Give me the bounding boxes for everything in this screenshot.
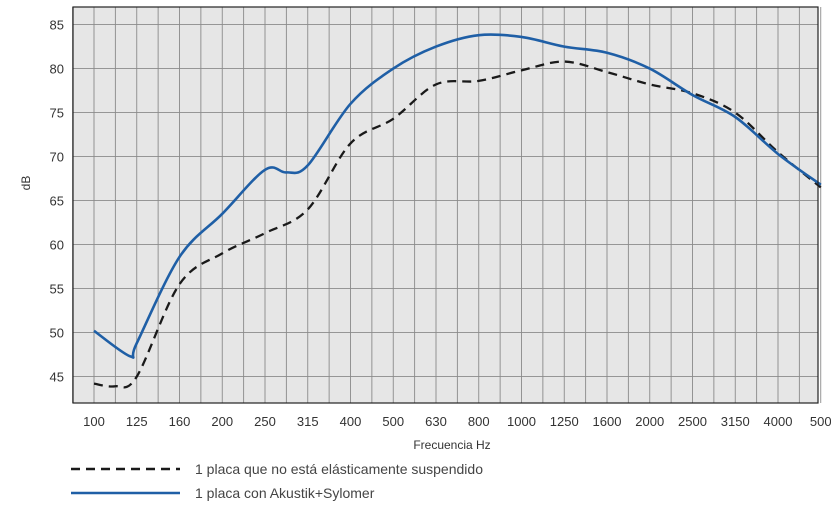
y-tick-label: 70 (50, 150, 64, 165)
x-tick-label: 250 (254, 414, 276, 429)
y-tick-label: 80 (50, 62, 64, 77)
legend-label-solid: 1 placa con Akustik+Sylomer (195, 485, 375, 501)
x-tick-label: 200 (211, 414, 233, 429)
y-tick-label: 65 (50, 194, 64, 209)
y-tick-labels: 45 50 55 60 65 70 75 80 85 (50, 18, 64, 385)
y-tick-label: 55 (50, 282, 64, 297)
x-tick-label: 630 (425, 414, 447, 429)
legend-label-dashed: 1 placa que no está elásticamente suspen… (195, 461, 483, 477)
x-tick-label: 315 (297, 414, 319, 429)
x-tick-label: 1250 (550, 414, 579, 429)
y-tick-label: 60 (50, 238, 64, 253)
x-axis-title: Frecuencia Hz (413, 438, 490, 452)
plot-border (72, 6, 819, 404)
x-tick-label: 400 (340, 414, 362, 429)
y-tick-label: 50 (50, 326, 64, 341)
series-line-solid (93, 33, 822, 359)
x-tick-label: 500 (382, 414, 404, 429)
x-tick-label: 160 (169, 414, 191, 429)
y-tick-label: 45 (50, 370, 64, 385)
plot-area (73, 7, 818, 403)
x-tick-labels: 100 125 160 200 250 315 400 500 630 800 1000 1250 16… (83, 414, 831, 429)
x-tick-label: 500 (810, 414, 831, 429)
series-lines (93, 33, 822, 389)
x-tick-label: 3150 (721, 414, 750, 429)
x-tick-label: 2000 (635, 414, 664, 429)
x-tick-label: 1000 (507, 414, 536, 429)
x-tick-label: 1600 (593, 414, 622, 429)
x-tick-label: 100 (83, 414, 105, 429)
series-line-dashed (93, 60, 822, 389)
x-tick-label: 4000 (764, 414, 793, 429)
x-tick-label: 125 (126, 414, 148, 429)
y-axis-title: dB (19, 176, 33, 191)
x-tick-label: 800 (468, 414, 490, 429)
y-tick-label: 75 (50, 106, 64, 121)
y-tick-label: 85 (50, 18, 64, 33)
x-tick-label: 2500 (678, 414, 707, 429)
grid-lines (72, 7, 822, 403)
